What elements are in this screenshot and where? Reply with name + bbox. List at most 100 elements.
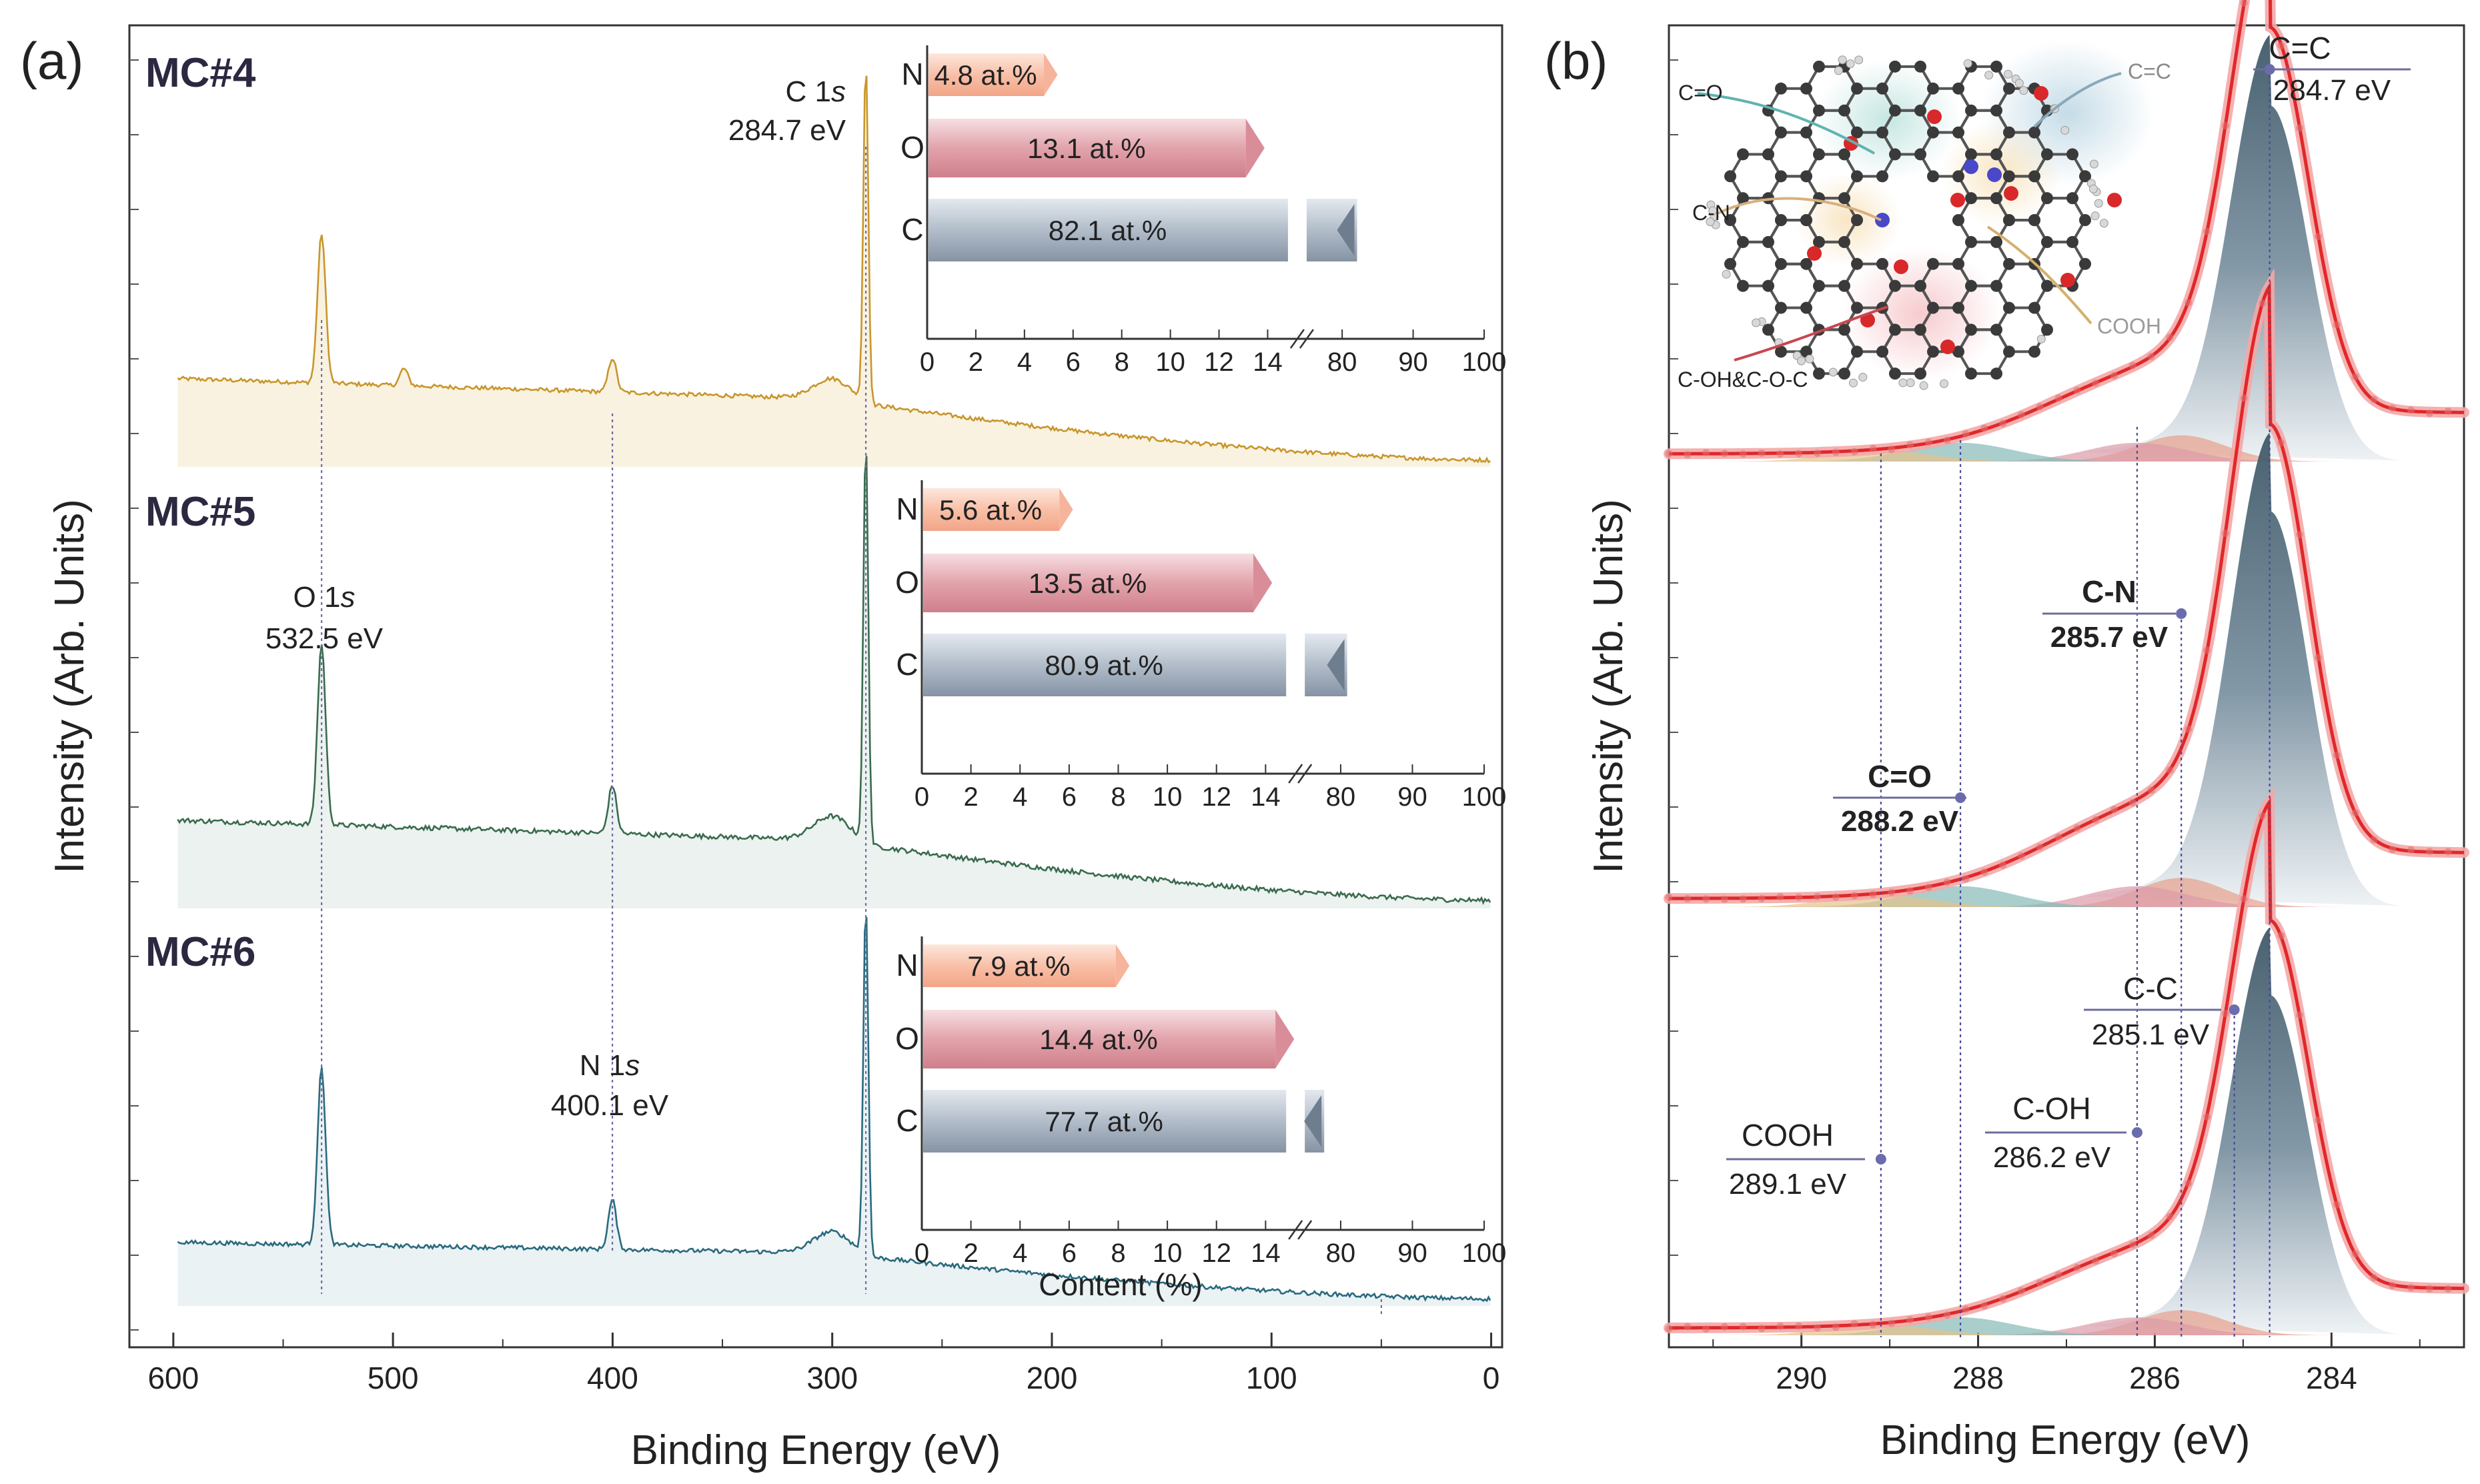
molecule-carbon-atom [1838,104,1850,117]
inset-mc4: 0 2 4 6 8 10 12 14 80 90 100 N 4.8 at.% O 13.1 at.% C 82… [900,45,1506,377]
b-data-point [2128,1241,2136,1249]
b-data-point [2444,848,2452,856]
molecule-carbon-atom [1965,235,1977,248]
inset-bar-c [923,1090,1287,1153]
molecule-carbon-atom [1813,60,1825,73]
inset-mc5: 0 2 4 6 8 10 12 14 80 90 100 N 5.6 at.% O 13.5 at.% C 80… [895,480,1506,812]
molecule-carbon-atom [1724,170,1736,183]
b-guide-dot [2176,608,2187,619]
inset-x-tick-label: 14 [1253,347,1283,377]
molecule-carbon-atom [2003,257,2015,270]
molecule-hydrogen-atom [1706,217,1715,226]
b-data-point [2277,932,2285,940]
b-data-point [1720,1323,1728,1331]
b-data-point [2389,1281,2397,1289]
inset-category-n: N [901,57,923,91]
b-data-point [2296,531,2304,539]
inset-x-tick-label: 14 [1251,1239,1281,1268]
label-c-c-name: C-C [2123,971,2178,1006]
b-data-point [2203,646,2211,654]
molecule-leader-c-c [2033,72,2122,128]
molecule-leader-c-o [1697,92,1875,155]
inset-x-tick-label: 90 [1397,782,1427,812]
molecule-hydrogen-atom [1797,356,1806,365]
a-x-tick-label: 100 [1246,1361,1297,1395]
molecule-carbon-atom [1762,148,1774,161]
molecule-hydrogen-atom [2014,79,2024,88]
panel-b-y-axis-label: Intensity (Arb. Units) [1586,499,1632,874]
molecule-carbon-atom [1952,126,1964,139]
molecule-carbon-atom [1889,148,1901,161]
b-data-point [2036,843,2044,851]
molecule-hydrogen-atom [2094,199,2103,208]
molecule-hydrogen-atom [2019,86,2028,95]
b-data-point [2185,725,2193,733]
b-component-small [1986,435,2374,462]
b-data-point [2240,394,2248,402]
panel-b-guides [1875,64,2275,1337]
b-data-point [1906,1316,1914,1324]
b-data-point [1795,1322,1803,1330]
molecule-carbon-atom [1813,279,1825,292]
a-x-tick-label: 400 [587,1361,638,1395]
molecule-carbon-atom [1914,323,1926,336]
spectrum-line-mc6 [177,916,1491,1303]
molecule-hydrogen-atom [1919,381,1928,390]
spectrum-line-mc5 [177,456,1491,905]
b-data-point [2166,333,2174,341]
b-spectrum-row [1664,268,2469,907]
inset-bar-label: 82.1 at.% [1049,215,1167,246]
b-data-point [2092,1257,2100,1265]
label-cooh-name: COOH [1742,1118,1834,1153]
molecule-carbon-atom [1838,235,1850,248]
b-data-point [1924,1313,1932,1321]
inset-bar-c [923,634,1287,696]
inset-category-o: O [895,1021,919,1056]
b-data-point [2073,386,2081,394]
b-data-point [2110,1250,2118,1258]
panel-a-spectra [177,75,1491,1306]
label-c-oh-value: 286.2 eV [1993,1141,2111,1174]
inset-bar-label: 7.9 at.% [967,950,1070,982]
inset-category-o: O [900,130,924,165]
molecule-carbon-atom [2028,170,2040,183]
molecule-hydrogen-atom [2036,334,2046,343]
panel-a-x-axis-label: Binding Energy (eV) [631,1427,1001,1473]
annotation-n1s-value: 400.1 eV [551,1089,669,1122]
b-data-point [1795,450,1803,458]
molecule-carbon-atom [1838,192,1850,205]
inset-bar-label: 80.9 at.% [1045,650,1163,681]
b-data-point [2110,806,2118,814]
b-data-point [1869,890,1877,898]
panel-a-frame [128,24,1503,1349]
b-data-point [1702,895,1710,903]
inset-x-tick-label: 6 [1062,1239,1077,1268]
molecule-carbon-atom [1813,148,1825,161]
spectrum-fill-mc5 [177,456,1491,908]
b-component-small [1686,1324,2074,1335]
molecule-carbon-atom [2066,235,2078,248]
inset-category-o: O [895,565,919,600]
molecule-hydrogen-atom [1708,206,1718,215]
inset-x-tick-label: 4 [1017,347,1032,377]
b-data-point [2147,786,2155,794]
inset-bar-tip [1245,119,1265,177]
b-data-point [2314,1116,2322,1124]
molecule-nitrogen-atom [1964,159,1978,174]
molecule-carbon-atom [1838,367,1850,380]
panel-b-x-axis-label: Binding Energy (eV) [1880,1417,2251,1463]
inset-x-axis-label: Content (%) [1039,1267,1202,1302]
b-data-point [1962,1305,1970,1313]
molecule-carbon-atom [1990,60,2002,73]
b-data-point [1739,450,1747,458]
b-data-point [1684,895,1692,903]
inset-x-tick-label: 6 [1066,347,1081,377]
b-component-cc-double [2084,35,2403,461]
molecule-carbon-atom [1965,192,1977,205]
molecule-carbon-atom [1952,214,1964,226]
panel-b-x-ticks: 290 288 286 284 [1712,1333,2421,1395]
b-component-small [1686,894,2074,907]
b-data-point [2054,833,2062,841]
molecule-oxygen-atom [2060,273,2075,287]
